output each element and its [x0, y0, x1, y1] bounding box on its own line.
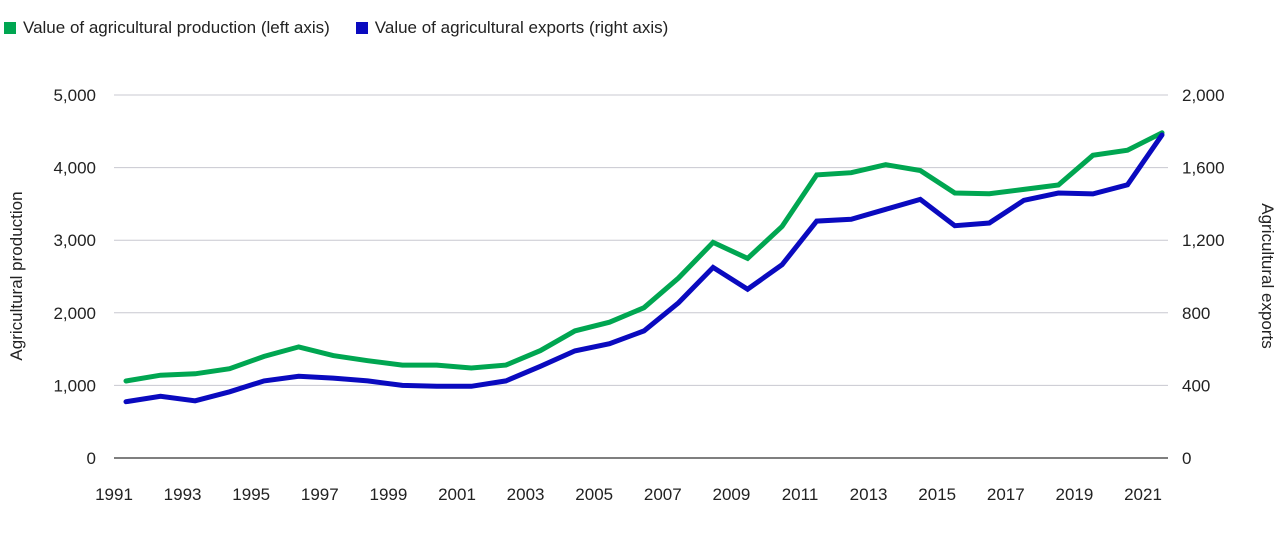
legend-item-production: Value of agricultural production (left a…: [4, 18, 330, 38]
x-tick-label: 1997: [301, 485, 339, 504]
x-tick-label: 1993: [164, 485, 202, 504]
left-tick-label: 4,000: [53, 159, 96, 178]
right-tick-label: 800: [1182, 304, 1210, 323]
left-tick-label: 0: [87, 449, 96, 468]
legend-label-exports: Value of agricultural exports (right axi…: [374, 18, 669, 37]
right-tick-label: 2,000: [1182, 86, 1225, 105]
x-tick-label: 2013: [850, 485, 888, 504]
legend-swatch-production: [4, 22, 16, 34]
left-tick-label: 2,000: [53, 304, 96, 323]
x-tick-label: 2005: [575, 485, 613, 504]
x-tick-label: 2019: [1055, 485, 1093, 504]
right-tick-label: 1,600: [1182, 159, 1225, 178]
series-line-exports: [123, 132, 1165, 405]
x-axis-ticks: 1991 1993 1995 1997 1999 2001 2003 2005 2007 2009…: [95, 485, 1162, 504]
right-tick-label: 1,200: [1182, 231, 1225, 250]
legend: Value of agricultural production (left a…: [4, 18, 694, 38]
x-tick-label: 2021: [1124, 485, 1162, 504]
left-tick-label: 1,000: [53, 376, 96, 395]
left-tick-label: 5,000: [53, 86, 96, 105]
x-tick-label: 2011: [782, 485, 819, 504]
x-tick-label: 2015: [918, 485, 956, 504]
x-tick-label: 2001: [438, 485, 476, 504]
legend-swatch-exports: [355, 22, 368, 34]
series-lines: [123, 130, 1165, 405]
x-tick-label: 1999: [369, 485, 407, 504]
right-tick-label: 0: [1182, 449, 1191, 468]
legend-item-exports: Value of agricultural exports (right axi…: [355, 18, 669, 38]
x-tick-label: 1995: [232, 485, 270, 504]
left-axis-ticks: 0 1,000 2,000 3,000 4,000 5,000: [53, 86, 96, 468]
x-tick-label: 1991: [95, 485, 133, 504]
left-tick-label: 3,000: [53, 231, 96, 250]
x-tick-label: 2009: [712, 485, 750, 504]
left-axis-title: Agricultural production: [7, 191, 26, 360]
right-tick-label: 400: [1182, 376, 1210, 395]
right-axis-ticks: 0 400 800 1,200 1,600 2,000: [1182, 86, 1225, 468]
series-line-production: [123, 130, 1165, 384]
right-axis-title: Agricultural exports: [1258, 203, 1277, 349]
x-tick-label: 2017: [987, 485, 1025, 504]
legend-label-production: Value of agricultural production (left a…: [23, 18, 330, 37]
x-tick-label: 2003: [507, 485, 545, 504]
gridlines: [114, 94, 1168, 459]
x-tick-label: 2007: [644, 485, 682, 504]
